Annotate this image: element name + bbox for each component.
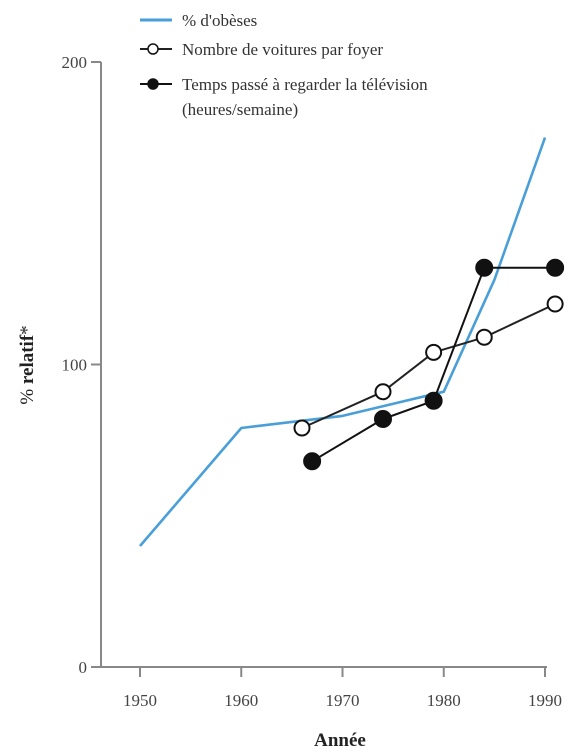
series-1 [293,295,564,437]
series-line [311,266,556,463]
legend-label: % d'obèses [182,11,257,30]
x-tick-label: 1990 [528,691,562,710]
y-axis-title-prefix: % [17,384,38,405]
data-point [475,328,493,346]
data-point [374,383,392,401]
x-tick-label: 1980 [427,691,461,710]
data-point [374,409,392,428]
x-tick-label: 1950 [123,691,157,710]
legend-marker [147,43,159,55]
data-point [546,295,564,313]
data-point [425,343,443,361]
data-point [475,258,494,277]
legend-label: Nombre de voitures par foyer [182,40,383,59]
x-axis-title: Année [314,730,366,751]
legend-item-2: Temps passé à regarder la télévision (heu… [140,75,428,119]
legend-marker [147,78,159,90]
y-axis-title: % relatif* [17,325,38,404]
y-tick-label: 100 [62,356,88,375]
series-line [139,137,547,547]
data-point [293,419,311,437]
legend-label: Temps passé à regarder la télévision [182,75,428,94]
y-tick-label: 200 [62,53,88,72]
y-tick-label: 0 [79,658,88,677]
legend-item-1: Nombre de voitures par foyer [140,40,383,59]
y-axis-title-suffix: * [17,325,38,335]
x-tick-label: 1970 [326,691,360,710]
series-2 [303,258,565,471]
legend: % d'obèses Nombre de voitures par foyer Te… [140,11,428,119]
series-line [301,303,556,429]
legend-item-0: % d'obèses [140,11,257,30]
axes: 0 100 200 1950 1960 1970 1980 1990 [62,53,563,710]
series-layer [139,137,565,547]
data-point [424,391,443,410]
data-point [303,452,322,471]
series-0 [139,137,547,547]
data-point [546,258,565,277]
legend-label-line2: (heures/semaine) [182,100,298,119]
y-axis-title-main: relatif [17,334,38,384]
x-tick-label: 1960 [224,691,258,710]
